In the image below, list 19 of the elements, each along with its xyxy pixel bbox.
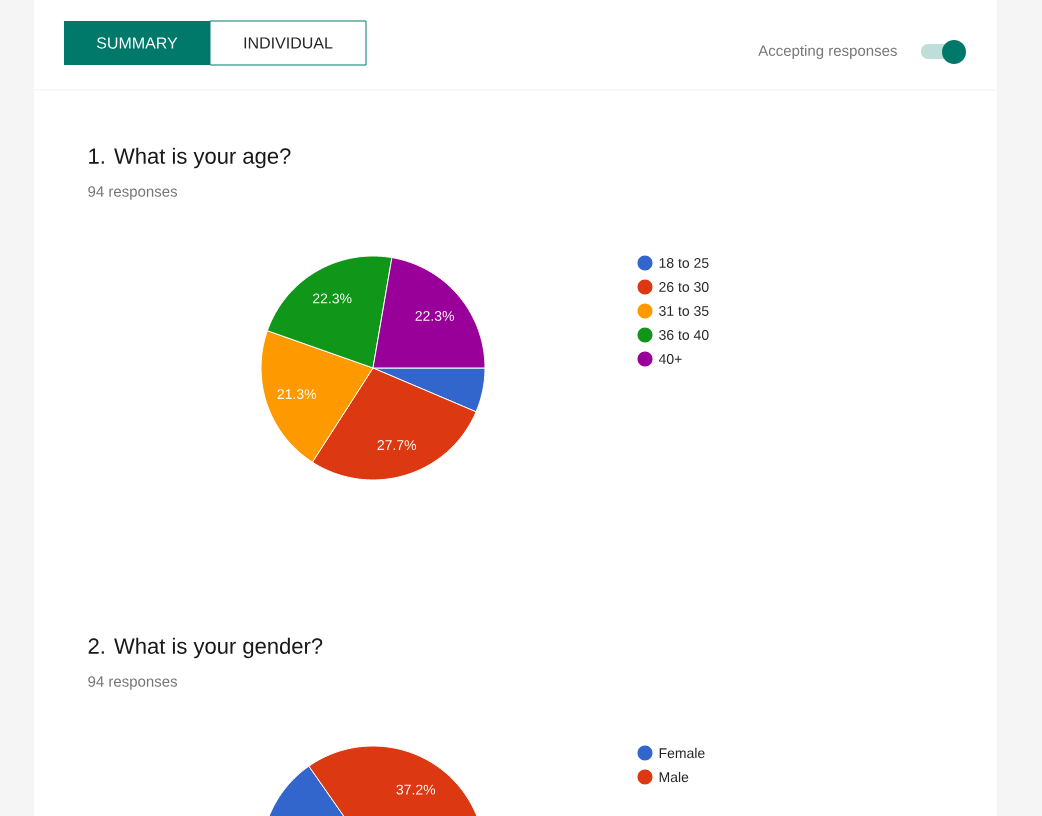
legend-label: 26 to 30 [659, 282, 709, 292]
chart-title: 1. What is your age? [89, 147, 291, 169]
text: Accepting responses [758, 45, 897, 59]
data-label: 21.3% [277, 389, 317, 400]
legend-label: 31 to 35 [659, 306, 709, 316]
text: 94 responses [88, 676, 178, 690]
text: INDIVIDUAL [244, 37, 333, 49]
chart-title: 2. What is your gender? [88, 637, 323, 659]
legend-label: Male [659, 771, 689, 783]
legend-label: 40+ [658, 354, 682, 364]
legend-label: 36 to 40 [659, 330, 709, 340]
data-label: 37.2% [396, 784, 436, 795]
text: 94 responses [88, 186, 178, 200]
data-label: 22.3% [313, 293, 352, 304]
data-label: 27.7% [377, 440, 417, 450]
legend-label: 18 to 25 [659, 258, 709, 268]
legend-label: Female [659, 747, 705, 759]
data-label: 22.3% [415, 311, 454, 321]
text: SUMMARY [96, 37, 178, 49]
